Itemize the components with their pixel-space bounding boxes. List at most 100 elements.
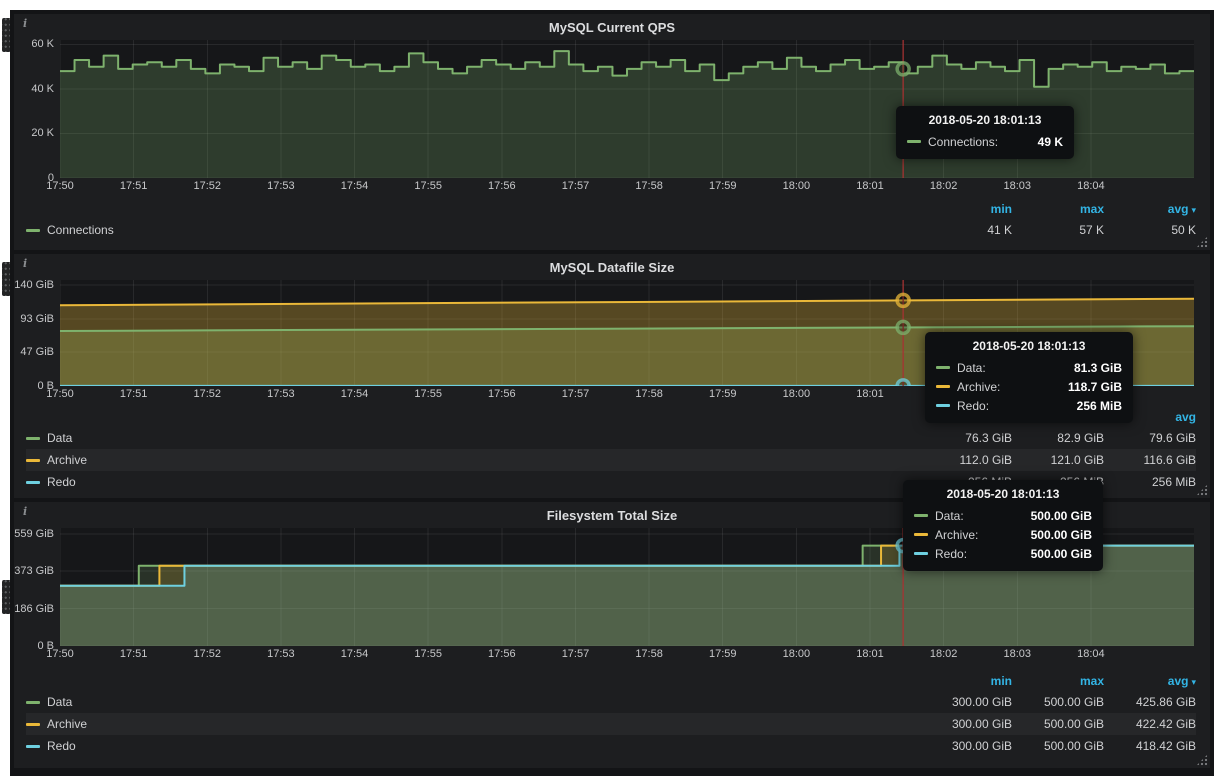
series-color-dash xyxy=(26,229,40,232)
y-tick-label: 559 GiB xyxy=(14,528,54,540)
legend-value-avg: 50 K xyxy=(1104,223,1196,237)
y-tick-label: 40 K xyxy=(31,83,54,95)
tooltip-series-row: Data: 81.3 GiB xyxy=(936,358,1122,377)
y-tick-label: 93 GiB xyxy=(20,313,54,325)
legend-sort-avg[interactable]: avg▾ xyxy=(1104,202,1196,216)
series-color-dash xyxy=(26,481,40,484)
legend-value-min: 112.0 GiB xyxy=(920,453,1012,467)
panel-info-icon[interactable]: i xyxy=(23,17,27,30)
legend-series-label[interactable]: Redo xyxy=(47,739,76,753)
tooltip-series-value: 500.00 GiB xyxy=(1031,547,1092,561)
legend-sort-min[interactable]: min xyxy=(920,674,1012,688)
x-tick-label: 18:02 xyxy=(930,648,958,660)
panel-title[interactable]: MySQL Datafile Size xyxy=(14,254,1210,278)
tooltip-series-value: 118.7 GiB xyxy=(1068,380,1122,394)
x-axis: 17:5017:5117:5217:5317:5417:5517:5617:57… xyxy=(60,178,1194,195)
x-tick-label: 17:53 xyxy=(267,180,295,192)
tooltip-series-row: Redo: 500.00 GiB xyxy=(914,544,1092,563)
legend-sort-avg[interactable]: avg▾ xyxy=(1104,674,1196,688)
legend-sort-max[interactable]: max xyxy=(1012,202,1104,216)
legend-series-label[interactable]: Data xyxy=(47,695,72,709)
series-color-dash xyxy=(914,514,928,517)
tooltip-series-value: 81.3 GiB xyxy=(1074,361,1122,375)
legend-series-label[interactable]: Data xyxy=(47,431,72,445)
y-axis: 0 B47 GiB93 GiB140 GiB xyxy=(14,280,60,386)
sort-caret-icon: ▾ xyxy=(1191,205,1196,215)
x-tick-label: 18:00 xyxy=(783,388,811,400)
tooltip-series-label: Redo: xyxy=(935,547,967,561)
grafana-dashboard: i MySQL Current QPS 020 K40 K60 K 17:501… xyxy=(10,10,1214,776)
tooltip-series-label: Data: xyxy=(957,361,986,375)
x-tick-label: 17:56 xyxy=(488,180,516,192)
series-color-dash xyxy=(26,701,40,704)
panel-info-icon[interactable]: i xyxy=(23,257,27,270)
legend-value-avg: 116.6 GiB xyxy=(1104,453,1196,467)
x-tick-label: 17:59 xyxy=(709,648,737,660)
x-tick-label: 17:52 xyxy=(194,180,222,192)
legend-value-avg: 425.86 GiB xyxy=(1104,695,1196,709)
x-tick-label: 18:02 xyxy=(930,180,958,192)
legend-value-min: 300.00 GiB xyxy=(920,717,1012,731)
series-color-dash xyxy=(936,385,950,388)
legend-series-label[interactable]: Archive xyxy=(47,717,87,731)
x-tick-label: 17:57 xyxy=(562,648,590,660)
graph-tooltip: 2018-05-20 18:01:13Data:81.3 GiBArchive:… xyxy=(925,332,1133,423)
x-tick-label: 17:58 xyxy=(635,180,663,192)
legend-value-avg: 256 MiB xyxy=(1104,475,1196,489)
tooltip-series-value: 500.00 GiB xyxy=(1031,509,1092,523)
legend-series-row: Redo300.00 GiB500.00 GiB418.42 GiB xyxy=(26,735,1196,757)
legend-value-min: 300.00 GiB xyxy=(920,695,1012,709)
x-tick-label: 17:55 xyxy=(414,388,442,400)
x-tick-label: 17:58 xyxy=(635,388,663,400)
x-tick-label: 18:04 xyxy=(1077,180,1105,192)
tooltip-series-label: Archive: xyxy=(957,380,1000,394)
panel-info-icon[interactable]: i xyxy=(23,505,27,518)
tooltip-series-row: Data:500.00 GiB xyxy=(914,506,1092,525)
tooltip-series-value: 500.00 GiB xyxy=(1031,528,1092,542)
legend-sort-min[interactable]: min xyxy=(920,202,1012,216)
legend-series-label[interactable]: Archive xyxy=(47,453,87,467)
y-tick-label: 47 GiB xyxy=(20,346,54,358)
legend-value-max: 500.00 GiB xyxy=(1012,695,1104,709)
x-tick-label: 17:58 xyxy=(635,648,663,660)
series-color-dash xyxy=(26,723,40,726)
legend-value-avg: 422.42 GiB xyxy=(1104,717,1196,731)
tooltip-series-value: 256 MiB xyxy=(1077,399,1122,413)
x-tick-label: 18:00 xyxy=(783,648,811,660)
x-tick-label: 18:03 xyxy=(1004,648,1032,660)
tooltip-series-value: 49 K xyxy=(1038,135,1063,149)
x-tick-label: 17:50 xyxy=(46,180,74,192)
x-tick-label: 17:54 xyxy=(341,648,369,660)
x-tick-label: 18:01 xyxy=(856,648,884,660)
x-tick-label: 17:51 xyxy=(120,388,148,400)
x-tick-label: 17:59 xyxy=(709,388,737,400)
legend-series-row: Data76.3 GiB82.9 GiB79.6 GiB xyxy=(26,427,1196,449)
legend-value-max: 57 K xyxy=(1012,223,1104,237)
legend-value-avg: 418.42 GiB xyxy=(1104,739,1196,753)
legend-series-label[interactable]: Redo xyxy=(47,475,76,489)
x-tick-label: 17:52 xyxy=(194,648,222,660)
series-color-dash xyxy=(936,404,950,407)
tooltip-series-label: Connections: xyxy=(928,135,998,149)
legend-value-min: 76.3 GiB xyxy=(920,431,1012,445)
x-axis: 17:5017:5117:5217:5317:5417:5517:5617:57… xyxy=(60,646,1194,663)
legend-series-row: Archive 300.00 GiB500.00 GiB422.42 GiB xyxy=(26,713,1196,735)
legend-series-label[interactable]: Connections xyxy=(47,223,114,237)
series-color-dash xyxy=(26,437,40,440)
series-color-dash xyxy=(914,533,928,536)
series-color-dash xyxy=(936,366,950,369)
y-tick-label: 20 K xyxy=(31,127,54,139)
legend-header-row: minmaxavg▾ xyxy=(26,671,1196,691)
legend-series-row: Data 300.00 GiB500.00 GiB425.86 GiB xyxy=(26,691,1196,713)
legend-sort-max[interactable]: max xyxy=(1012,674,1104,688)
tooltip-timestamp: 2018-05-20 18:01:13 xyxy=(914,487,1092,501)
legend-value-min: 300.00 GiB xyxy=(920,739,1012,753)
panel-title[interactable]: MySQL Current QPS xyxy=(14,14,1210,38)
series-color-dash xyxy=(26,459,40,462)
x-tick-label: 17:55 xyxy=(414,180,442,192)
graph-tooltip: 2018-05-20 18:01:13Connections:49 K xyxy=(896,106,1074,159)
x-tick-label: 18:01 xyxy=(856,388,884,400)
legend-series-row: Archive112.0 GiB121.0 GiB116.6 GiB xyxy=(26,449,1196,471)
legend-value-max: 500.00 GiB xyxy=(1012,717,1104,731)
x-tick-label: 17:52 xyxy=(194,388,222,400)
